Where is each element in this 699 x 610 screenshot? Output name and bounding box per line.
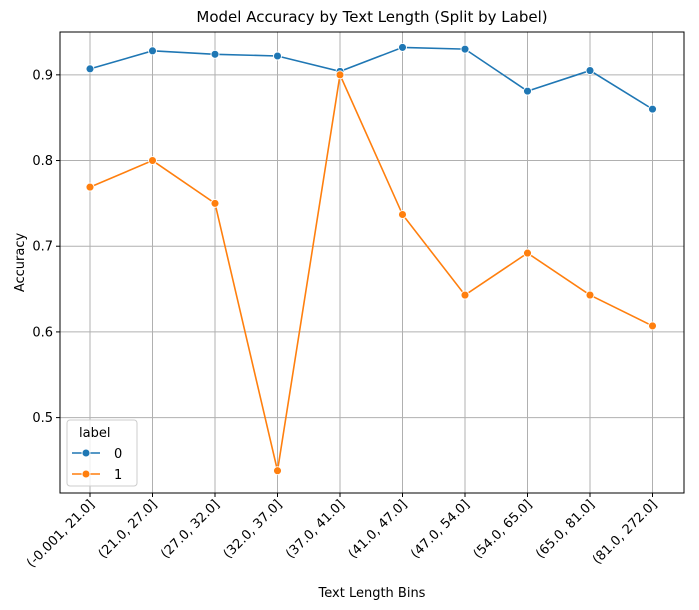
data-point <box>398 210 407 219</box>
data-point <box>210 49 220 59</box>
data-point <box>585 290 595 300</box>
x-axis-label: Text Length Bins <box>318 586 426 601</box>
y-tick-label: 0.7 <box>32 240 53 255</box>
data-point <box>335 70 345 80</box>
y-tick-label: 0.8 <box>32 154 53 169</box>
data-point <box>585 66 595 76</box>
data-point <box>648 321 657 331</box>
y-axis-label: Accuracy <box>13 233 28 293</box>
data-point <box>460 44 470 54</box>
legend-label: 1 <box>114 468 122 483</box>
data-point <box>273 51 282 61</box>
data-point <box>398 42 407 52</box>
data-point <box>648 104 657 114</box>
series-layer <box>85 42 657 476</box>
y-tick-label: 0.6 <box>32 325 53 340</box>
series-line-label-1 <box>89 72 653 471</box>
legend-marker <box>81 448 91 458</box>
chart-title: Model Accuracy by Text Length (Split by … <box>196 8 547 26</box>
data-point <box>460 290 470 300</box>
plot-frame <box>59 31 685 494</box>
data-point <box>85 182 95 192</box>
data-point <box>273 466 282 476</box>
legend-title: label <box>79 426 110 441</box>
legend-marker <box>81 469 91 479</box>
y-tick-label: 0.9 <box>32 68 53 83</box>
legend: label 01 <box>66 419 138 487</box>
y-axis-ticks: 0.5 0.6 0.7 0.8 0.9 <box>32 68 60 426</box>
series-line-label-0 <box>89 46 653 110</box>
legend-box <box>66 419 138 487</box>
data-point <box>148 156 157 165</box>
legend-label: 0 <box>114 447 122 462</box>
data-point <box>210 198 220 208</box>
data-point <box>523 86 532 96</box>
data-point <box>523 248 532 258</box>
data-point <box>85 64 95 74</box>
y-tick-label: 0.5 <box>32 411 53 426</box>
legend-items: 01 <box>72 447 122 483</box>
data-point <box>148 46 157 56</box>
gridlines <box>60 32 684 493</box>
